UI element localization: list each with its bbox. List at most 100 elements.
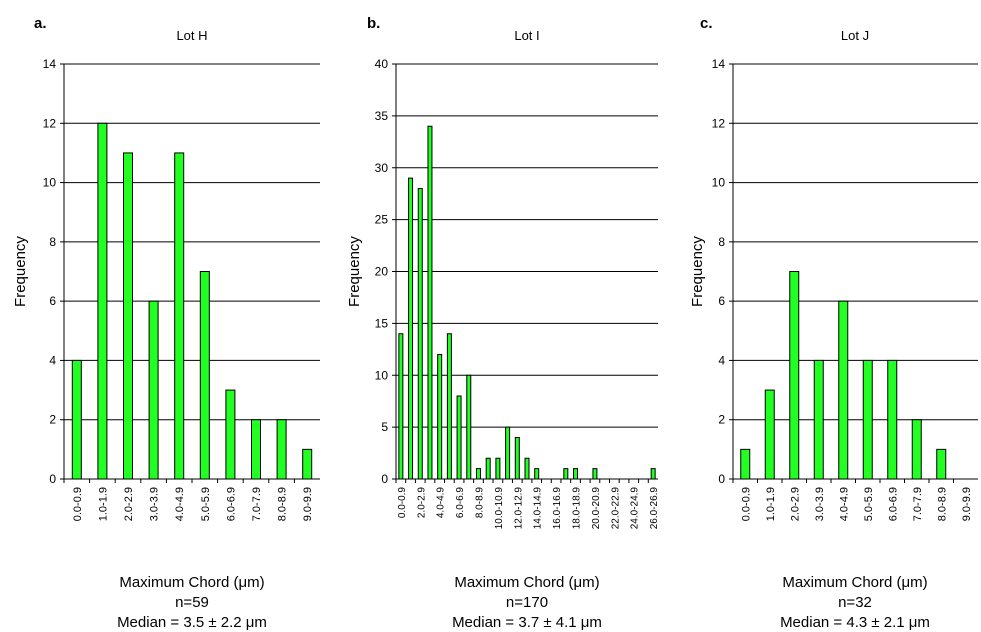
panel-label: b. <box>367 15 380 32</box>
bar <box>911 419 922 480</box>
y-tick-label: 8 <box>49 235 56 249</box>
x-tick-label: 2.0-2.9 <box>789 487 801 521</box>
x-tick-label: 18.0-18.9 <box>572 487 583 530</box>
x-tick-label: 7.0-7.9 <box>251 487 263 521</box>
y-tick-label: 0 <box>381 472 388 486</box>
bar <box>495 457 501 480</box>
bar <box>276 419 287 480</box>
x-tick-label: 8.0-8.9 <box>277 487 289 521</box>
bar <box>398 333 404 480</box>
bar <box>534 468 540 480</box>
bar <box>563 468 569 480</box>
x-tick-label: 4.0-4.9 <box>174 487 186 521</box>
x-axis-label: Maximum Chord (μm) <box>454 574 599 591</box>
bar <box>936 448 947 480</box>
x-tick-label: 8.0-8.9 <box>474 487 485 519</box>
bar <box>148 300 159 480</box>
bar <box>97 122 108 480</box>
y-tick-label: 10 <box>712 176 726 190</box>
y-tick-label: 35 <box>375 109 389 123</box>
bar <box>446 333 452 480</box>
y-axis-label: Frequency <box>689 236 706 307</box>
y-tick-label: 25 <box>375 213 389 227</box>
x-tick-label: 0.0-0.9 <box>397 487 408 519</box>
x-tick-label: 4.0-4.9 <box>838 487 850 521</box>
y-tick-label: 0 <box>718 472 725 486</box>
x-tick-label: 3.0-3.9 <box>149 487 161 521</box>
y-tick-label: 12 <box>43 116 57 130</box>
bar <box>408 177 414 480</box>
bar <box>514 437 520 480</box>
bar <box>740 448 751 480</box>
x-axis-label: Maximum Chord (μm) <box>782 574 927 591</box>
bar <box>475 468 481 480</box>
x-axis-label: Maximum Chord (μm) <box>119 574 264 591</box>
bar <box>251 419 261 480</box>
bar <box>838 300 849 480</box>
x-tick-label: 10.0-10.9 <box>494 487 505 530</box>
x-tick-label: 5.0-5.9 <box>863 487 875 521</box>
y-tick-label: 10 <box>43 176 57 190</box>
median-text: Median = 3.5 ± 2.2 μm <box>117 614 267 631</box>
bar <box>199 271 210 480</box>
x-tick-label: 2.0-2.9 <box>416 487 427 519</box>
x-tick-label: 14.0-14.9 <box>533 487 544 530</box>
x-tick-label: 0.0-0.9 <box>740 487 752 521</box>
bar <box>427 125 433 480</box>
bar <box>887 359 898 480</box>
x-tick-label: 6.0-6.9 <box>225 487 237 521</box>
chart-panel-3: 0 2 4 6 8 10 12 14 0.0-0.9 1.0-1.9 2.0-2.9 3.0-3.9 4… <box>689 15 978 631</box>
bar <box>573 468 579 480</box>
y-tick-label: 4 <box>49 353 56 367</box>
x-tick-label: 4.0-4.9 <box>436 487 447 519</box>
y-tick-label: 4 <box>718 353 725 367</box>
y-tick-label: 2 <box>718 413 725 427</box>
x-tick-label: 6.0-6.9 <box>455 487 466 519</box>
y-tick-label: 14 <box>43 57 57 71</box>
sample-count: n=170 <box>506 594 548 611</box>
x-tick-label: 16.0-16.9 <box>552 487 563 530</box>
bar <box>225 389 236 480</box>
chart-title: Lot J <box>841 28 869 43</box>
x-tick-label: 9.0-9.9 <box>961 487 973 521</box>
y-tick-label: 5 <box>381 420 388 434</box>
x-tick-label: 12.0-12.9 <box>513 487 524 530</box>
y-tick-label: 8 <box>718 235 725 249</box>
bar <box>174 152 185 480</box>
bar <box>764 389 775 480</box>
y-tick-label: 6 <box>718 294 725 308</box>
y-tick-label: 15 <box>375 316 389 330</box>
bar <box>650 468 656 480</box>
bar <box>505 426 511 480</box>
bar <box>123 152 133 480</box>
median-text: Median = 3.7 ± 4.1 μm <box>452 614 602 631</box>
bar <box>813 359 824 480</box>
x-tick-label: 24.0-24.9 <box>630 487 641 530</box>
y-tick-label: 14 <box>712 57 726 71</box>
bar <box>485 457 491 480</box>
sample-count: n=59 <box>175 594 209 611</box>
chart-title: Lot H <box>176 28 207 43</box>
sample-count: n=32 <box>838 594 872 611</box>
chart-panel-1: 0 2 4 6 8 10 12 14 0.0-0.9 1.0-1.9 2.0-2.9 3.0-3.9 4… <box>12 15 320 631</box>
x-tick-label: 7.0-7.9 <box>912 487 924 521</box>
x-tick-label: 0.0-0.9 <box>72 487 84 521</box>
bar <box>417 188 423 480</box>
bar <box>456 395 462 480</box>
y-tick-label: 20 <box>375 265 389 279</box>
median-text: Median = 4.3 ± 2.1 μm <box>780 614 930 631</box>
chart-title: Lot I <box>514 28 539 43</box>
bar <box>592 468 598 480</box>
y-axis-label: Frequency <box>12 236 29 307</box>
y-tick-label: 6 <box>49 294 56 308</box>
bar <box>789 271 800 480</box>
x-tick-label: 3.0-3.9 <box>814 487 826 521</box>
x-tick-label: 6.0-6.9 <box>887 487 899 521</box>
y-axis-label: Frequency <box>346 236 363 307</box>
x-tick-label: 9.0-9.9 <box>302 487 314 521</box>
bar <box>71 359 82 480</box>
bar <box>524 457 530 480</box>
chart-panel-2: 0 5 10 15 20 25 30 35 40 0.0-0.9 2.0-2.9 4.0-4.9 6.0… <box>346 15 660 631</box>
bar <box>437 354 443 480</box>
